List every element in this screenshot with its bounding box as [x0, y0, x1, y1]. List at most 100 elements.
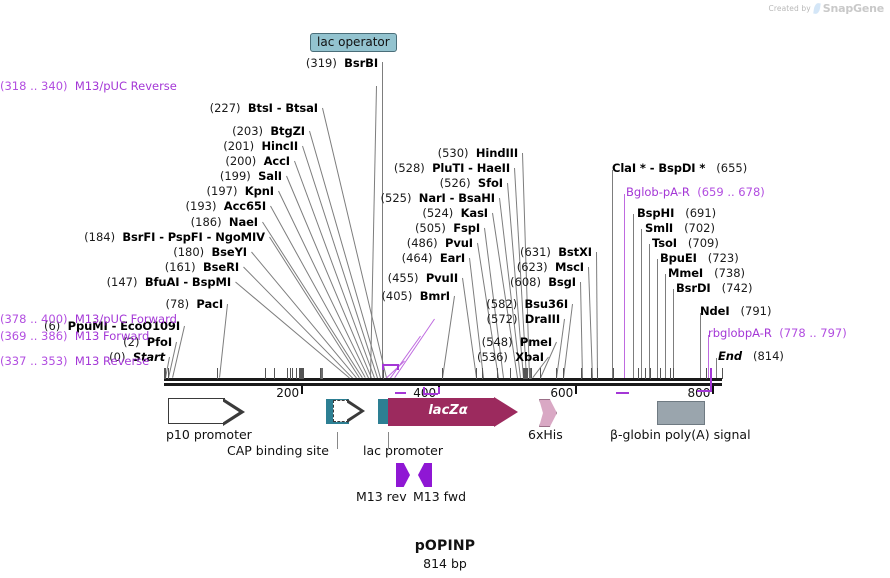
site-tick-582 [562, 368, 564, 379]
site-tick-dark-1 [529, 368, 532, 379]
site-tick-319 [382, 368, 384, 379]
site-tick-536 [531, 368, 533, 379]
feature-6xhis[interactable] [539, 399, 557, 427]
leader-mid-8 [462, 277, 477, 379]
label-pfoi: (2) PfoI [123, 335, 172, 349]
plasmid-backbone-bottom-line [164, 383, 722, 386]
feature-label-p10-promoter: p10 promoter [166, 427, 252, 442]
label-bseyi: (180) BseYI [173, 245, 247, 259]
primer-bar-end-right-2 [438, 387, 441, 394]
label-sfoi: (526) SfoI [439, 176, 503, 190]
label-bmri: (405) BmrI [381, 289, 450, 303]
label-kasi: (524) KasI [422, 206, 488, 220]
leader-right-9 [708, 335, 709, 378]
site-tick-184 [290, 368, 292, 379]
site-tick-dark-0 [320, 368, 323, 379]
label-m13-puc-reverse: (318 .. 340) M13/pUC Reverse [0, 79, 177, 93]
primer-bar-m13puc-reverse [381, 364, 398, 366]
site-tick-723 [659, 368, 661, 379]
feature-lac-promoter[interactable] [333, 399, 365, 424]
leader-primer-left-0 [394, 318, 435, 379]
label-eari: (464) EarI [401, 251, 466, 265]
feature-leader [337, 432, 338, 449]
leader-mid2-3 [563, 303, 573, 379]
primer-arrow-m13-rev[interactable] [396, 463, 410, 487]
primer-bar-end-right-1 [397, 364, 400, 370]
label-m13-puc-forward: (378 .. 400) M13/pUC Forward [0, 312, 177, 326]
leader-right-1 [624, 194, 625, 378]
leader-left-0 [382, 62, 383, 378]
label-btgzi: (203) BtgZI [232, 124, 305, 138]
primer-bar-m13puc-forward [423, 393, 439, 395]
label-clai-star-bspdi-star: ClaI * - BspDI * (655) [612, 161, 748, 175]
ruler-label-600: 600 [550, 386, 574, 400]
label-bsrbi: (319) BsrBI [305, 56, 378, 70]
leader-mid2-0 [596, 251, 598, 378]
label-hincii: (201) HincII [223, 139, 298, 153]
label-pvui: (486) PvuI [406, 236, 473, 250]
site-tick-526 [524, 368, 526, 379]
site-tick-405 [441, 368, 443, 379]
site-tick-655 [613, 368, 614, 379]
label-mmei: MmeI (738) [668, 266, 746, 280]
label-msci: (623) MscI [516, 260, 584, 274]
site-tick-709 [650, 368, 652, 379]
lac-operator-badge[interactable]: lac operator [310, 33, 397, 52]
snapgene-credit: Created by SnapGene [769, 2, 885, 15]
feature-beta-globin-polyA-signal[interactable] [657, 401, 705, 425]
ruler-tick-600 [575, 386, 578, 394]
leader-right-3 [641, 229, 642, 378]
site-tick-528 [525, 368, 527, 379]
primer-bar-end-left-2 [423, 387, 426, 394]
site-tick-6 [168, 368, 170, 379]
label-bpuei: BpuEI (723) [660, 251, 739, 265]
primer-bar-end-left-1 [381, 364, 384, 370]
leader-right-2 [633, 214, 634, 378]
primer-bar-end-rbglob [710, 368, 713, 392]
label-acci: (200) AccI [225, 154, 290, 168]
label-rbglobpa-r: rbglobpA-R (778 .. 797) [708, 326, 847, 340]
site-tick-2 [165, 368, 167, 379]
site-tick-464 [482, 368, 484, 379]
feature-label-lac-promoter: lac promoter [363, 443, 443, 458]
label-tsoi: TsoI (709) [652, 236, 719, 250]
site-tick-486 [497, 368, 499, 379]
ruler-tick-800 [712, 386, 715, 394]
label-pvuii: (455) PvuII [387, 271, 459, 285]
site-tick-199 [300, 368, 302, 379]
site-tick-203 [303, 368, 305, 379]
label-ppumi-ecoo109i: (6) PpuMI - EcoO109I [44, 319, 180, 333]
site-tick-197 [299, 368, 301, 379]
feature-label-globin-poly-a-signal: β-globin poly(A) signal [610, 427, 751, 442]
site-tick-702 [645, 368, 647, 379]
label-btsi-btsai: (227) BtsI - BtsaI [209, 101, 318, 115]
label-xbai: (536) XbaI [477, 350, 544, 364]
site-tick-742 [672, 368, 674, 379]
site-tick-738 [669, 368, 671, 379]
label-start: (0) Start [109, 350, 165, 364]
plasmid-length: 814 bp [423, 556, 467, 571]
site-tick-180 [287, 368, 289, 379]
primer-arrow-m13-fwd[interactable] [418, 463, 432, 487]
feature-label-6xhis: 6xHis [528, 427, 563, 442]
credit-prefix: Created by [768, 4, 811, 13]
site-tick-147 [264, 368, 266, 379]
label-kpni: (197) KpnI [206, 184, 275, 198]
site-tick-186 [291, 368, 293, 379]
feature-leader [388, 432, 389, 449]
site-tick-455 [475, 368, 477, 379]
label-end: End (814) [718, 349, 784, 363]
label-smli: SmlI (702) [645, 221, 715, 235]
site-tick-161 [274, 368, 276, 379]
label-bseri: (161) BseRI [164, 260, 239, 274]
label-m13-forward: (369 .. 386) M13 Forward [0, 329, 150, 343]
label-bsu36i: (582) Bsu36I [486, 297, 568, 311]
plasmid-backbone-top-line [164, 378, 722, 381]
lacz-label: lacZα [428, 403, 468, 418]
site-tick-572 [556, 368, 558, 379]
site-tick-631 [596, 368, 598, 379]
m13-rev-label: M13 rev [356, 489, 407, 504]
label-naei: (186) NaeI [190, 215, 258, 229]
site-tick-525 [523, 368, 525, 379]
leader-right-10 [716, 358, 717, 378]
